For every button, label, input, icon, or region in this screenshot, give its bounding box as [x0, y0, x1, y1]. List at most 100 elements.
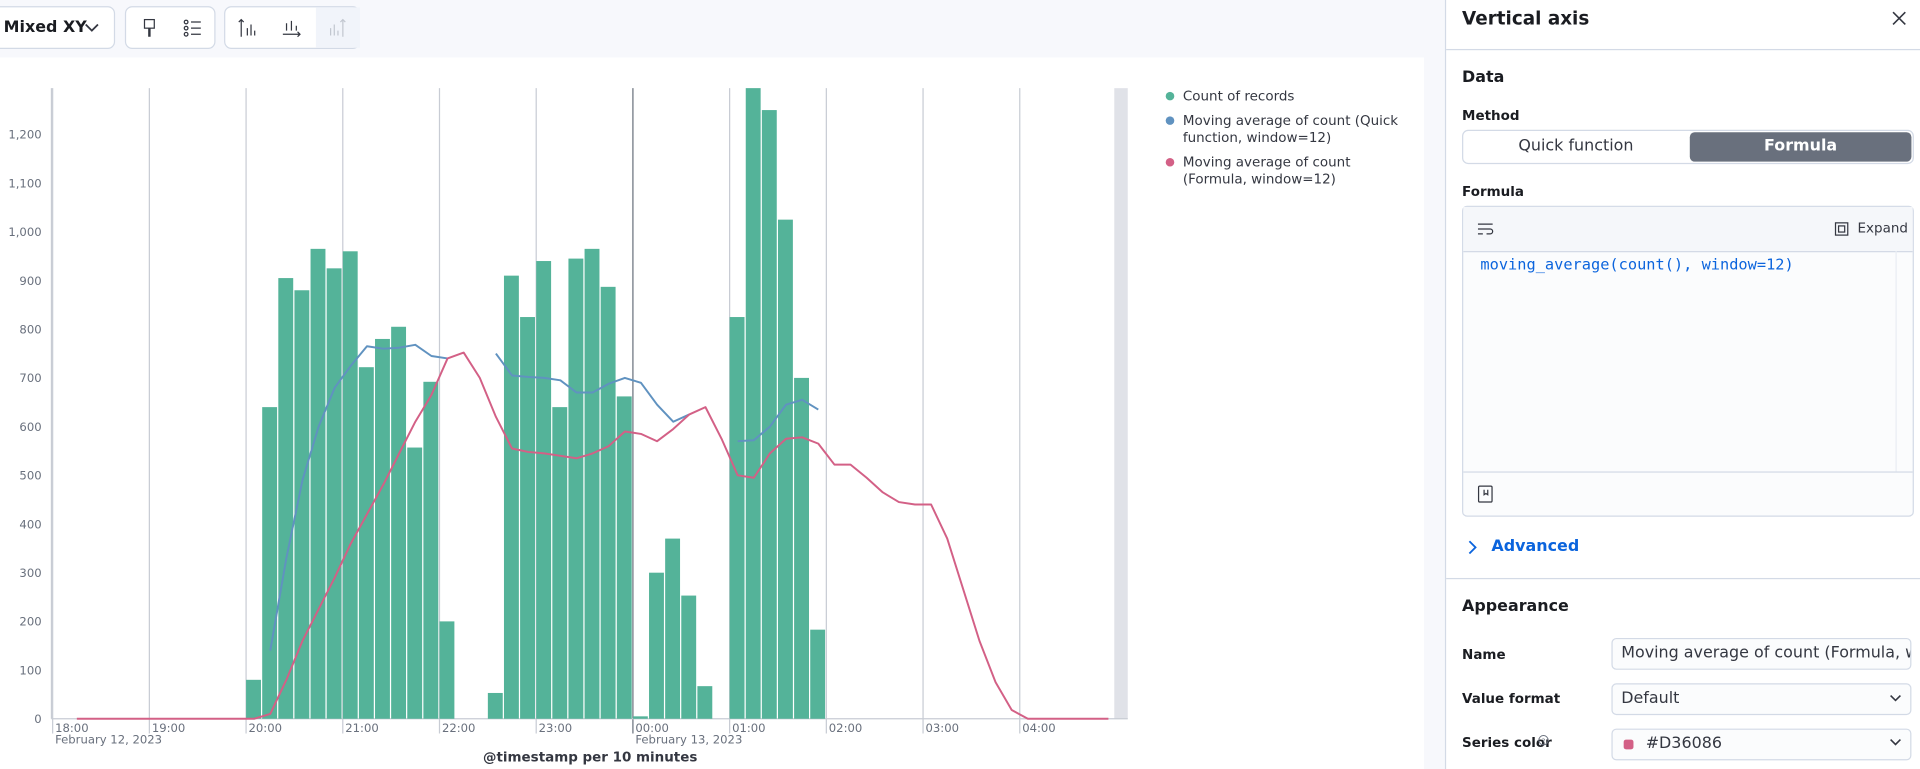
panel-title: Vertical axis	[1462, 7, 1590, 30]
value-format-select[interactable]: Default	[1611, 683, 1912, 716]
y-tick-label: 0	[34, 712, 41, 726]
y-tick-label: 500	[19, 469, 41, 483]
bar	[600, 286, 616, 719]
chart-type-select[interactable]: Mixed XY	[0, 6, 116, 49]
chevron-icon	[1890, 739, 1901, 746]
method-option-selected[interactable]: Formula	[1689, 132, 1912, 162]
x-date-label: February 13, 2023	[635, 732, 742, 746]
bar	[358, 367, 374, 719]
legend-swatch	[1165, 91, 1175, 101]
x-tick-label: 04:00	[1022, 721, 1056, 735]
bar	[487, 692, 503, 719]
bar	[407, 447, 423, 719]
bar	[794, 377, 809, 719]
docs-icon[interactable]	[1477, 485, 1494, 505]
bar	[246, 679, 261, 719]
legend-item[interactable]: Moving average of count (Quick function,…	[1165, 112, 1411, 147]
x-tick-label: 22:00	[442, 721, 476, 735]
bottom-axis-icon[interactable]	[282, 18, 302, 38]
bar	[616, 396, 632, 719]
wrap-icon[interactable]	[1477, 220, 1494, 237]
x-tick-label: 21:00	[345, 721, 379, 735]
method-label: Method	[1462, 107, 1520, 124]
y-tick-label: 200	[19, 615, 41, 629]
method-toggle: Quick function Formula	[1462, 129, 1914, 165]
x-axis-title: @timestamp per 10 minutes	[483, 751, 697, 766]
left-axis-icon[interactable]	[238, 18, 258, 38]
bar	[649, 572, 664, 719]
legend-swatch	[1165, 116, 1175, 125]
bar	[439, 621, 455, 719]
out-of-range-band	[1114, 88, 1128, 719]
legend-item[interactable]: Moving average of count (Formula, window…	[1165, 154, 1411, 188]
expand-icon[interactable]	[1834, 222, 1849, 237]
bar	[777, 219, 793, 719]
bar	[632, 716, 648, 719]
x-date-label: February 12, 2023	[55, 732, 162, 746]
expand-button[interactable]: Expand	[1857, 220, 1908, 237]
line	[76, 351, 1109, 720]
x-tick-label: 23:00	[539, 721, 573, 735]
legend-icon[interactable]	[182, 18, 202, 38]
legend-swatch	[1165, 157, 1175, 167]
method-option[interactable]: Quick function	[1518, 137, 1634, 156]
legend-label: Moving average of count (Formula, window…	[1182, 154, 1351, 188]
legend-label: Moving average of count (Quick function,…	[1182, 112, 1399, 146]
svg-text:?: ?	[1542, 736, 1546, 745]
bar	[745, 88, 761, 719]
formula-label: Formula	[1462, 183, 1524, 200]
brush-icon[interactable]	[140, 18, 160, 38]
help-icon[interactable]: ?	[1538, 735, 1549, 746]
x-tick-label: 20:00	[249, 721, 283, 735]
name-input[interactable]: Moving average of count (Formula, win	[1611, 637, 1912, 670]
bar	[391, 326, 407, 719]
bar	[326, 268, 342, 719]
chart-type: Mixed XY	[3, 18, 87, 37]
divider	[1446, 577, 1920, 580]
divider	[1446, 48, 1920, 51]
formula-code[interactable]: moving_average(count(), window=12)	[1480, 254, 1794, 274]
y-tick-label: 100	[19, 663, 41, 677]
y-tick-label: 900	[19, 274, 41, 288]
bar	[423, 381, 439, 719]
y-tick-label: 400	[19, 517, 41, 531]
chart-background	[0, 57, 1425, 769]
x-tick-label: 18:00	[55, 721, 89, 735]
bar	[729, 317, 745, 719]
editor-scrollbar	[1895, 251, 1897, 472]
legend-item[interactable]: Count of records	[1165, 88, 1411, 105]
x-tick-label: 02:00	[829, 721, 863, 735]
x-tick-label: 03:00	[925, 721, 959, 735]
bar	[697, 686, 713, 719]
style-buttons	[124, 6, 216, 49]
legend-label: Count of records	[1182, 88, 1295, 105]
x-tick-label: 01:00	[732, 721, 766, 735]
series-color-select[interactable]: #D36086	[1611, 728, 1912, 761]
y-tick-label: 1,000	[8, 225, 41, 239]
section-heading: Data	[1462, 68, 1505, 87]
close-button[interactable]	[1892, 11, 1907, 26]
series-color-value: #D36086	[1645, 734, 1722, 754]
bar	[810, 629, 826, 719]
y-tick-label: 700	[19, 371, 41, 385]
bar	[342, 251, 358, 719]
bar	[665, 538, 681, 719]
editor-toolbar	[1463, 206, 1913, 253]
editor-footer-divider	[1463, 471, 1913, 473]
bar	[294, 290, 310, 719]
chevron-right-icon	[1468, 540, 1477, 555]
chevron-icon	[85, 23, 99, 32]
x-tick-label: 19:00	[152, 721, 186, 735]
series-color-label: Series color	[1462, 734, 1552, 751]
chart: @timestamp per 10 minutes 18:00 19:00 20:0…	[0, 57, 1425, 769]
bar	[310, 248, 326, 719]
y-tick-label: 600	[19, 420, 41, 434]
section-heading: Appearance	[1462, 597, 1569, 616]
value-format-label: Value format	[1462, 690, 1561, 707]
advanced-toggle[interactable]: Advanced	[1491, 537, 1580, 556]
legend: Count of records Moving average of count …	[1165, 88, 1411, 196]
bar	[278, 278, 294, 719]
bar	[503, 275, 519, 719]
